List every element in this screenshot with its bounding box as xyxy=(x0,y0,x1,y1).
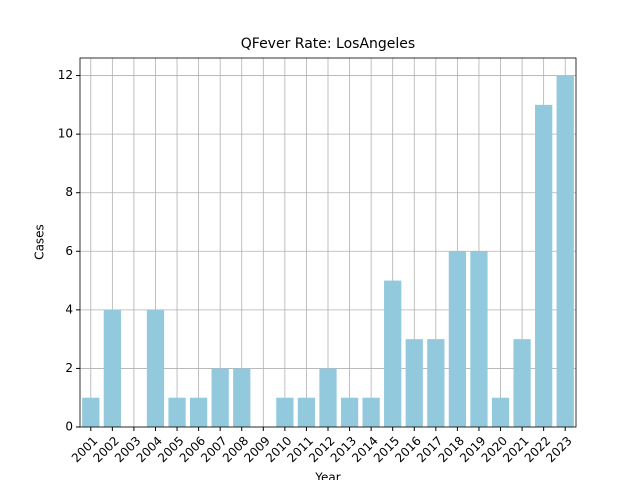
plot-frame xyxy=(79,57,577,428)
y-tick-label: 12 xyxy=(58,68,73,82)
chart-title: QFever Rate: LosAngeles xyxy=(241,36,415,52)
bar xyxy=(189,397,208,427)
x-axis-label: Year xyxy=(314,471,340,480)
bar xyxy=(448,251,467,427)
bar xyxy=(82,397,100,427)
bar xyxy=(276,397,294,427)
bar xyxy=(384,280,402,427)
y-tick-label: 6 xyxy=(65,244,73,258)
bar xyxy=(513,339,531,427)
bar xyxy=(405,339,423,427)
y-tick-label: 0 xyxy=(65,420,73,434)
y-tick-label: 2 xyxy=(65,361,73,375)
y-tick-label: 4 xyxy=(65,302,73,316)
bar xyxy=(340,397,359,427)
bar xyxy=(491,397,510,427)
y-axis-label: Cases xyxy=(33,224,47,260)
y-tick-label: 8 xyxy=(65,185,73,199)
bar xyxy=(556,75,574,428)
bar xyxy=(427,339,445,427)
bar xyxy=(535,104,553,427)
y-tick-label: 10 xyxy=(58,127,73,141)
bar xyxy=(211,368,229,427)
bar xyxy=(146,309,165,427)
bar xyxy=(362,397,380,427)
bar xyxy=(103,309,121,427)
bar xyxy=(470,251,488,427)
bar xyxy=(168,397,186,427)
bar xyxy=(233,368,251,427)
bar xyxy=(319,368,337,427)
bar xyxy=(297,397,316,427)
